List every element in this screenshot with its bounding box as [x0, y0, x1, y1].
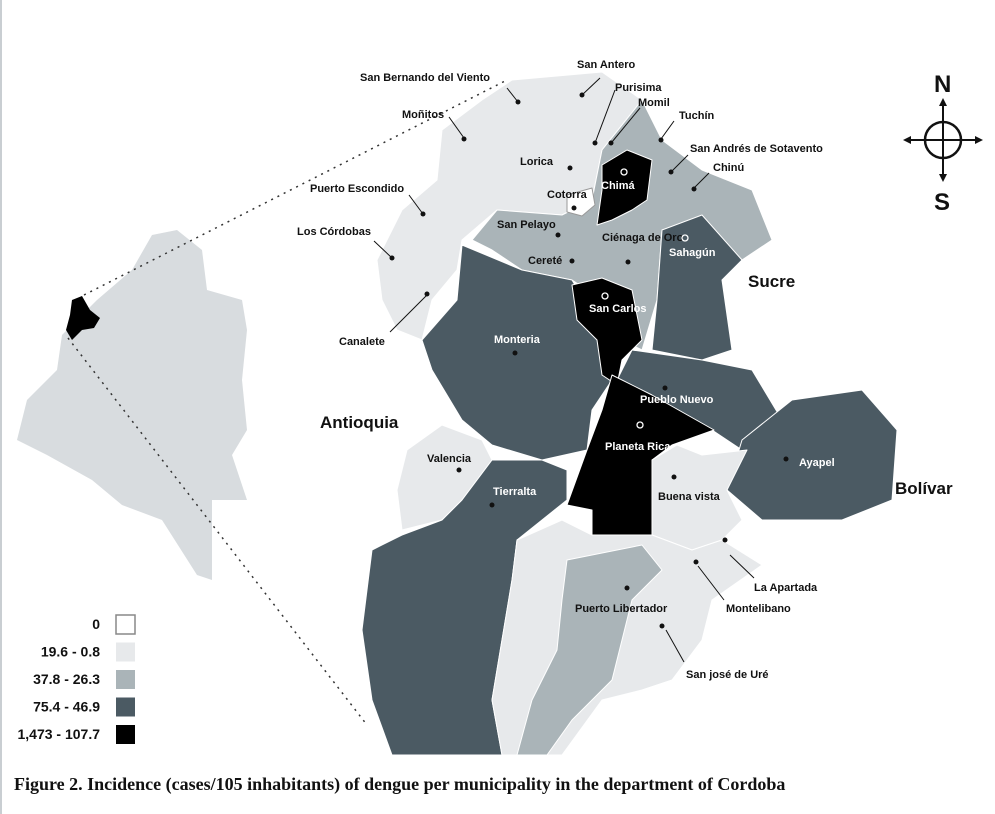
label-planeta-rica: Planeta Rica — [605, 441, 671, 453]
zoom-line-bottom — [67, 337, 368, 726]
label-chima: Chimá — [601, 180, 636, 192]
label-sucre: Sucre — [748, 272, 795, 291]
label-san-bernardo-del-viento: San Bernando del Viento — [360, 72, 490, 84]
label-antioquia: Antioquia — [320, 413, 399, 432]
label-momil: Momil — [638, 97, 670, 109]
north-arrow-compass: N S — [903, 71, 983, 216]
legend-label: 75.4 - 46.9 — [33, 699, 100, 715]
label-pueblo-nuevo: Pueblo Nuevo — [640, 394, 714, 406]
label-tierralta: Tierralta — [493, 486, 537, 498]
label-san-antero: San Antero — [577, 59, 636, 71]
label-montelibano: Montelibano — [726, 603, 791, 615]
label-puerto-escondido: Puerto Escondido — [310, 183, 404, 195]
label-san-carlos: San Carlos — [589, 303, 646, 315]
label-lorica: Lorica — [520, 156, 554, 168]
label-monitos: Moñitos — [402, 109, 444, 121]
compass-south-label: S — [934, 189, 950, 216]
region-northeast-medium — [471, 99, 773, 351]
municipality-labels: San Bernando del Viento San Antero Puris… — [297, 59, 835, 681]
region-chima — [596, 149, 653, 226]
figure-caption: Figure 2. Incidence (cases/105 inhabitan… — [14, 774, 786, 794]
municipality-leader-lines — [373, 77, 755, 663]
legend-swatch — [116, 642, 135, 662]
label-los-cordobas: Los Córdobas — [297, 226, 371, 238]
label-puerto-libertador: Puerto Libertador — [575, 603, 668, 615]
region-ayapel — [726, 389, 898, 521]
legend-label: 0 — [92, 616, 100, 632]
legend-swatch — [115, 614, 136, 635]
label-buena-vista: Buena vista — [658, 491, 721, 503]
region-puerto-libertador — [516, 544, 663, 756]
legend: 0 19.6 - 0.8 37.8 - 26.3 75.4 - 46.9 1,473 -… — [17, 614, 136, 744]
label-cerete: Cereté — [528, 255, 562, 267]
label-ayapel: Ayapel — [799, 457, 835, 469]
label-san-pelayo: San Pelayo — [497, 219, 556, 231]
colombia-inset — [17, 230, 247, 580]
legend-label: 37.8 - 26.3 — [33, 671, 100, 687]
label-sahagun: Sahagún — [669, 247, 716, 259]
region-sahagun — [651, 214, 743, 361]
label-valencia: Valencia — [427, 453, 472, 465]
label-canalete: Canalete — [339, 336, 385, 348]
municipality-dots — [389, 92, 789, 629]
legend-label: 1,473 - 107.7 — [17, 726, 100, 742]
seat-circles — [601, 168, 689, 429]
label-cienaga-de-oro: Ciénaga de Oro — [602, 232, 684, 244]
legend-label: 19.6 - 0.8 — [41, 644, 100, 660]
label-san-andres: San Andrés de Sotavento — [690, 143, 823, 155]
legend-swatch — [116, 670, 135, 689]
region-san-carlos — [571, 277, 643, 386]
label-purisima: Purisima — [615, 82, 662, 94]
municipalities-layer — [361, 71, 898, 756]
legend-swatch — [116, 697, 135, 717]
label-bolivar: Bolívar — [895, 479, 953, 498]
label-monteria: Monteria — [494, 334, 541, 346]
legend-swatch — [116, 725, 135, 744]
label-san-jose-de-ure: San josé de Uré — [686, 669, 769, 681]
label-la-apartada: La Apartada — [754, 582, 818, 594]
compass-north-label: N — [934, 71, 951, 98]
label-cotorra: Cotorra — [547, 189, 588, 201]
label-tuchin: Tuchín — [679, 110, 715, 122]
label-chinu: Chinú — [713, 162, 744, 174]
cordoba-inset-highlight — [66, 296, 100, 340]
